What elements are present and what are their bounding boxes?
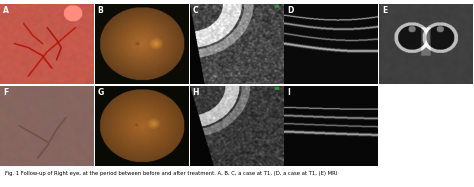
Text: I: I xyxy=(287,88,290,97)
Text: G: G xyxy=(98,88,104,97)
Text: H: H xyxy=(192,88,199,97)
Text: A: A xyxy=(3,6,9,15)
Text: C: C xyxy=(192,6,198,15)
Text: D: D xyxy=(287,6,293,15)
Text: B: B xyxy=(98,6,103,15)
Text: E: E xyxy=(382,6,387,15)
Text: F: F xyxy=(3,88,8,97)
Text: Fig. 1 Follow-up of Right eye, at the period between before and after treatment.: Fig. 1 Follow-up of Right eye, at the pe… xyxy=(5,171,337,176)
